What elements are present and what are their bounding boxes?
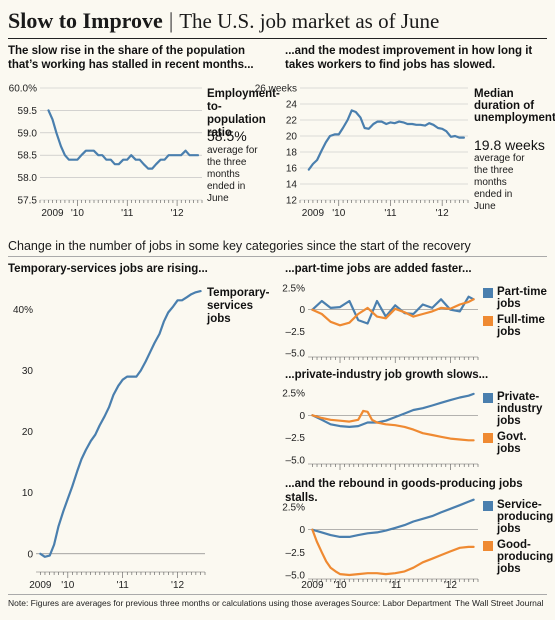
goods-chart: –5.0 –2.5 0 2.5% 2009 '10 '11 '12 [282, 498, 479, 591]
temp-ytick-label: 10 [22, 488, 34, 499]
temp-chart: 0 10 20 30 40% 2009 '10 '11 '12 [13, 290, 206, 591]
legend-label-full-time: Full-time jobs [497, 314, 545, 338]
emp-label: Employment-to-population ratio [207, 88, 280, 139]
legend-swatch-govt [483, 433, 493, 443]
legend-swatch-goods [483, 541, 493, 551]
legend-swatch-part-time [483, 288, 493, 298]
priv-ytick-label: 0 [299, 411, 305, 422]
footer-note: Note: Figures are averages for previous … [8, 598, 350, 608]
temp-label: Temporary-services jobs [207, 287, 270, 325]
temp-ytick-label: 20 [22, 427, 34, 438]
legend-label-goods: Good-producing jobs [497, 539, 554, 575]
section-rule [8, 256, 547, 257]
goods-ytick-label: –2.5 [286, 548, 306, 559]
unemp-ytick-label: 26 weeks [255, 84, 297, 95]
chart-title-block: Slow to Improve | The U.S. job market as o… [8, 6, 439, 36]
legend-swatch-private [483, 393, 493, 403]
emp-value: 58.5% [207, 128, 247, 144]
footer-rule [8, 594, 547, 595]
temp-xtick-label: 2009 [29, 580, 52, 591]
temp-heading: Temporary-services jobs are rising... [8, 263, 208, 275]
legend-label-private: Private-industry jobs [497, 391, 543, 427]
pt-heading: ...part-time jobs are added faster... [285, 263, 472, 275]
priv-series-secondary-line [311, 409, 475, 442]
unemp-heading: ...and the modest improvement in how lon… [285, 45, 533, 71]
priv-series-primary-line [311, 392, 475, 428]
priv-heading: ...private-industry job growth slows... [285, 369, 489, 381]
goods-xtick-label: 2009 [301, 580, 324, 591]
temp-xtick-label: '11 [117, 580, 130, 591]
unemp-ytick-label: 18 [286, 148, 298, 159]
title-rule [8, 38, 547, 39]
unemp-ytick-label: 14 [286, 180, 298, 191]
pt-series-secondary-line [311, 298, 475, 327]
unemp-ytick-label: 24 [286, 100, 298, 111]
unemp-chart: 12 14 16 18 20 22 24 26 weeks 2009 '10 '11 '12 [255, 84, 469, 219]
emp-ytick-label: 60.0% [9, 84, 37, 95]
footer-source: Source: Labor Department [351, 598, 452, 608]
pt-ytick-label: 2.5% [282, 284, 305, 295]
priv-ytick-label: –5.0 [286, 456, 306, 467]
priv-ytick-label: 2.5% [282, 389, 305, 400]
emp-ytick-label: 57.5 [18, 196, 38, 207]
temp-series-primary-line [39, 290, 202, 558]
emp-xtick-label: 2009 [41, 208, 64, 219]
section-heading: Change in the number of jobs in some key… [8, 239, 471, 253]
pt-ytick-label: –2.5 [286, 327, 306, 338]
unemp-xtick-label: '10 [332, 208, 345, 219]
unemp-label: Median duration of unemployment [474, 88, 555, 124]
goods-ytick-label: –5.0 [286, 571, 306, 582]
unemp-series-primary-line [307, 109, 465, 171]
legend-label-part-time: Part-time jobs [497, 286, 547, 310]
legend-label-govt: Govt. jobs [497, 431, 527, 455]
emp-ytick-label: 58.0 [18, 173, 38, 184]
emp-ytick-label: 59.0 [18, 128, 38, 139]
temp-ytick-label: 0 [27, 549, 33, 560]
goods-ytick-label: 2.5% [282, 503, 305, 514]
unemp-xtick-label: '12 [436, 208, 449, 219]
priv-ytick-label: –2.5 [286, 433, 306, 444]
legend-swatch-full-time [483, 316, 493, 326]
emp-xtick-label: '11 [121, 208, 134, 219]
pt-ytick-label: 0 [299, 305, 305, 316]
temp-ytick-label: 40% [13, 305, 33, 316]
goods-xtick-label: '11 [389, 580, 402, 591]
title-separator: | [168, 8, 174, 33]
goods-series-secondary-line [311, 528, 475, 577]
unemp-value: 19.8 weeks [474, 137, 545, 153]
goods-series-primary-line [311, 498, 475, 539]
footer-credit: The Wall Street Journal [455, 598, 544, 608]
goods-xtick-label: '10 [333, 580, 346, 591]
temp-xtick-label: '10 [61, 580, 74, 591]
emp-chart: 57.5 58.0 58.5 59.0 59.5 60.0% 2009 '10 '11 '12 [9, 84, 203, 219]
emp-series-primary-line [47, 109, 200, 170]
priv-chart: –5.0 –2.5 0 2.5% [282, 389, 479, 470]
unemp-ytick-label: 20 [286, 132, 298, 143]
unemp-xtick-label: '11 [384, 208, 397, 219]
goods-heading: ...and the rebound in goods-producing jo… [285, 478, 523, 504]
temp-xtick-label: '12 [171, 580, 184, 591]
unemp-ytick-label: 22 [286, 116, 298, 127]
temp-ytick-label: 30 [22, 366, 34, 377]
unemp-ytick-label: 16 [286, 164, 298, 175]
pt-ytick-label: –5.0 [286, 349, 306, 360]
pt-chart: –5.0 –2.5 0 2.5% [282, 284, 479, 363]
unemp-note: average for the three months ended in Ju… [474, 153, 525, 212]
legend-label-service: Service-producing jobs [497, 499, 554, 535]
page-title: Slow to Improve [8, 8, 163, 33]
emp-xtick-label: '12 [171, 208, 184, 219]
unemp-ytick-label: 12 [286, 196, 298, 207]
page-subtitle: The U.S. job market as of June [179, 9, 440, 33]
unemp-xtick-label: 2009 [302, 208, 325, 219]
emp-heading: The slow rise in the share of the popula… [8, 45, 254, 71]
emp-ytick-label: 59.5 [18, 106, 38, 117]
emp-ytick-label: 58.5 [18, 151, 38, 162]
goods-xtick-label: '12 [444, 580, 457, 591]
legend-swatch-service [483, 501, 493, 511]
emp-xtick-label: '10 [71, 208, 84, 219]
emp-note: average for the three months ended in Ju… [207, 145, 258, 204]
goods-ytick-label: 0 [299, 525, 305, 536]
